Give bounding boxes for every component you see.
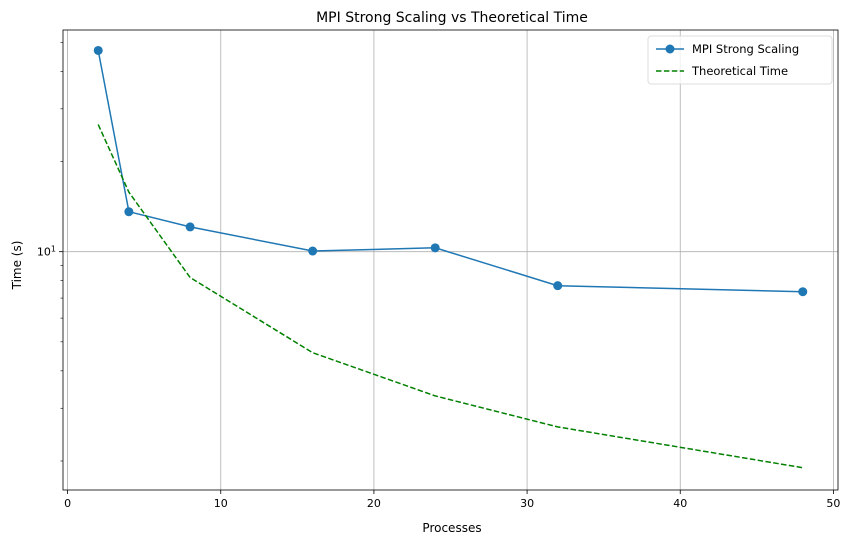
series-line — [97, 124, 803, 469]
plot-frame — [62, 29, 839, 491]
data-point — [798, 287, 808, 297]
x-tick-label: 0 — [64, 497, 71, 510]
x-tick-label: 50 — [826, 497, 840, 510]
data-point — [308, 246, 318, 256]
legend-label: MPI Strong Scaling — [692, 42, 799, 56]
data-point — [124, 207, 134, 217]
series-1 — [93, 45, 808, 297]
x-axis-label: Processes — [422, 521, 481, 535]
legend: MPI Strong Scaling Theoretical Time — [647, 35, 833, 85]
y-axis-label: Time (s) — [10, 241, 24, 291]
data-point — [553, 281, 563, 291]
legend-box — [647, 35, 833, 85]
x-tick-label: 10 — [214, 497, 228, 510]
data-point — [430, 243, 440, 253]
data-point — [93, 45, 103, 55]
ticks: 0 10 20 30 40 50 101 — [37, 42, 840, 510]
legend-marker — [665, 44, 675, 54]
chart-title: MPI Strong Scaling vs Theoretical Time — [316, 10, 588, 26]
legend-label: Theoretical Time — [691, 64, 788, 78]
x-tick-label: 40 — [673, 497, 687, 510]
y-tick-label: 101 — [37, 244, 56, 259]
data-point — [185, 222, 195, 232]
x-tick-label: 20 — [367, 497, 381, 510]
grid — [63, 30, 838, 490]
series-layer — [93, 45, 808, 469]
series-2 — [97, 124, 803, 469]
x-tick-label: 30 — [520, 497, 534, 510]
